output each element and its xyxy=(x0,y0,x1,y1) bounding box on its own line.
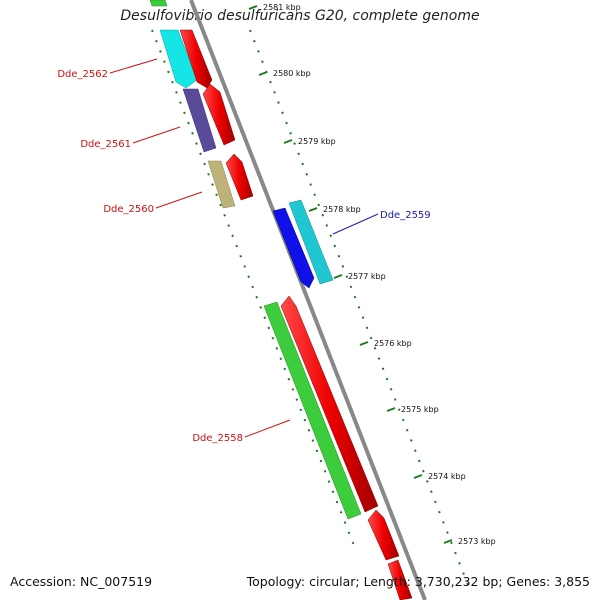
tick-label: 2578 kbp xyxy=(323,205,361,214)
leader-dde-2560 xyxy=(155,191,203,209)
tick-label: 2576 kbp xyxy=(374,339,412,348)
accession-text: Accession: NC_007519 xyxy=(10,574,153,589)
tick-mark xyxy=(283,139,293,144)
tick-label: 2574 kbp xyxy=(428,472,466,481)
gene-dde-2561[interactable] xyxy=(182,88,217,153)
gene-dde-2559[interactable] xyxy=(272,207,315,289)
gene-red-2[interactable] xyxy=(202,83,236,146)
tick-label: 2573 kbp xyxy=(458,537,496,546)
tick-mark xyxy=(386,407,396,412)
tick-label: 2575 kbp xyxy=(401,405,439,414)
gene-dde-2558[interactable] xyxy=(263,301,362,520)
gene-red-1[interactable] xyxy=(179,29,213,89)
gene-red-6[interactable] xyxy=(387,559,413,600)
map-title: Desulfovibrio desulfuricans G20, complet… xyxy=(120,8,480,24)
tick-label: 2577 kbp xyxy=(348,272,386,281)
tick-mark xyxy=(248,5,258,10)
inner-tick-track xyxy=(151,29,356,549)
gene-label-dde-2562[interactable]: Dde_2562 xyxy=(57,69,108,80)
tick-mark xyxy=(308,207,318,212)
gene-label-dde-2561[interactable]: Dde_2561 xyxy=(80,139,131,150)
tick-mark xyxy=(258,71,268,76)
gene-label-dde-2560[interactable]: Dde_2560 xyxy=(103,204,154,215)
tick-label: 2581 kbp xyxy=(263,3,301,12)
leader-dde-2559 xyxy=(332,213,379,235)
gene-red-4[interactable] xyxy=(280,295,379,513)
gene-dde-2562[interactable] xyxy=(159,29,198,89)
outer-tick-track xyxy=(249,29,471,591)
gene-label-dde-2558[interactable]: Dde_2558 xyxy=(192,433,243,444)
tick-mark xyxy=(443,539,453,544)
tick-label: 2580 kbp xyxy=(273,69,311,78)
tick-mark xyxy=(333,274,343,279)
gene-cyan-companion[interactable] xyxy=(288,199,334,285)
genome-backbone xyxy=(189,0,427,600)
tick-mark xyxy=(359,341,369,346)
tick-mark xyxy=(413,474,423,479)
gene-label-dde-2559[interactable]: Dde_2559 xyxy=(380,210,431,221)
gene-green-top[interactable] xyxy=(149,0,168,7)
topology-text: Topology: circular; Length: 3,730,232 bp… xyxy=(246,574,590,589)
gene-red-5[interactable] xyxy=(367,509,400,561)
leader-dde-2562 xyxy=(109,58,158,74)
gene-dde-2560[interactable] xyxy=(207,160,236,209)
tick-label: 2579 kbp xyxy=(298,137,336,146)
leader-dde-2561 xyxy=(132,126,181,144)
gene-red-3[interactable] xyxy=(225,153,254,201)
leader-dde-2558 xyxy=(244,419,291,438)
